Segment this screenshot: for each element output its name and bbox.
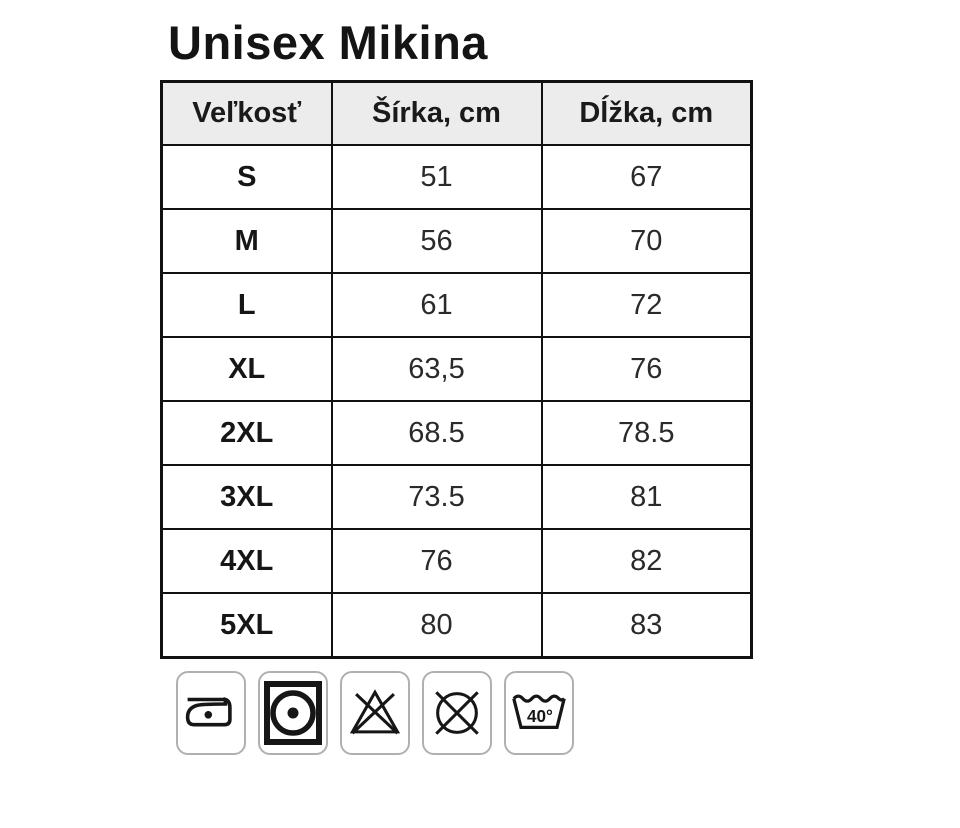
width-cell: 63,5 [330,336,543,403]
col-header-size: Veľkosť [160,80,333,147]
length-cell: 72 [540,272,753,339]
length-cell: 70 [540,208,753,275]
header-row: Veľkosť Šírka, cm Dĺžka, cm [160,80,753,147]
wash-40-icon: 40° [504,671,574,756]
col-header-length: Dĺžka, cm [540,80,753,147]
size-cell: 3XL [160,464,333,531]
length-cell: 83 [540,592,753,659]
table-row: L 61 72 [160,272,753,339]
table-row: M 56 70 [160,208,753,275]
table-row: S 51 67 [160,144,753,211]
table-row: 3XL 73.5 81 [160,464,753,531]
length-cell: 78.5 [540,400,753,467]
do-not-bleach-icon [340,671,410,756]
width-cell: 80 [330,592,543,659]
table-row: 4XL 76 82 [160,528,753,595]
width-cell: 68.5 [330,400,543,467]
size-cell: M [160,208,333,275]
width-cell: 76 [330,528,543,595]
width-cell: 73.5 [330,464,543,531]
size-cell: L [160,272,333,339]
tumble-dry-one-dot-icon [258,671,328,756]
iron-one-dot-icon [176,671,246,756]
width-cell: 56 [330,208,543,275]
table-row: XL 63,5 76 [160,336,753,403]
size-cell: 2XL [160,400,333,467]
length-cell: 81 [540,464,753,531]
size-table-header: Veľkosť Šírka, cm Dĺžka, cm [160,80,753,147]
size-chart-page: Unisex Mikina Veľkosť Šírka, cm Dĺžka, c… [160,16,960,756]
length-cell: 82 [540,528,753,595]
do-not-dry-clean-icon [422,671,492,756]
size-cell: 5XL [160,592,333,659]
width-cell: 61 [330,272,543,339]
page-title: Unisex Mikina [168,16,488,69]
size-table-body: S 51 67 M 56 70 L 61 72 XL 63,5 76 2XL 6 [160,144,753,659]
size-cell: XL [160,336,333,403]
size-table: Veľkosť Šírka, cm Dĺžka, cm S 51 67 M 56… [160,80,753,660]
table-row: 2XL 68.5 78.5 [160,400,753,467]
wash-temperature-label: 40° [527,707,553,726]
size-cell: 4XL [160,528,333,595]
width-cell: 51 [330,144,543,211]
size-cell: S [160,144,333,211]
table-row: 5XL 80 83 [160,592,753,659]
care-symbols-row: 40° [176,671,960,756]
length-cell: 67 [540,144,753,211]
length-cell: 76 [540,336,753,403]
col-header-width: Šírka, cm [330,80,543,147]
